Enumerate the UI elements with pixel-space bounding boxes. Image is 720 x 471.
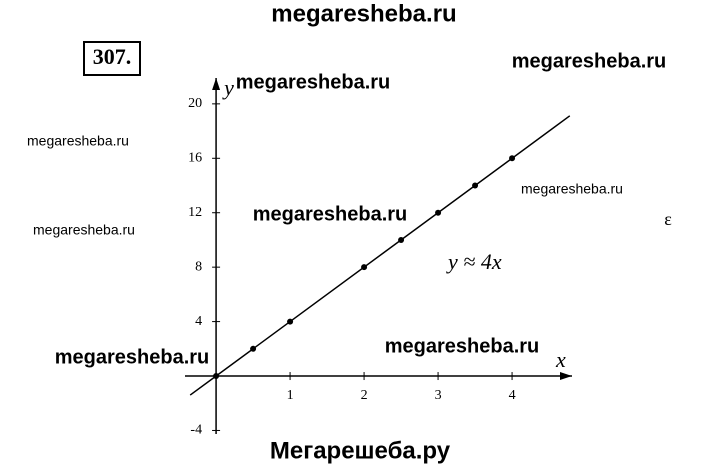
y-tick-label: 16 [188,151,202,166]
watermark: megaresheba.ru [55,346,210,368]
watermark: megaresheba.ru [236,71,391,93]
watermark: megaresheba.ru [271,0,456,27]
data-point [398,236,405,243]
number-box [83,41,141,76]
x-arrow [560,372,572,381]
y-arrow [212,78,221,90]
watermark: Мегарешеба.ру [270,437,451,464]
problem-number: 307. [93,44,132,69]
annotation: y ≈ 4x [446,249,502,274]
data-point [250,345,257,352]
y-axis-label: y [222,75,234,100]
x-tick-label: 1 [287,388,294,403]
y-tick-label: 4 [195,314,202,329]
data-point [472,182,479,189]
watermark: megaresheba.ru [512,50,667,72]
x-tick-label: 4 [509,388,516,403]
data-point [213,373,220,380]
x-axis-label: x [555,347,566,372]
margin-mark: ε [664,209,672,229]
watermark: megaresheba.ru [521,181,623,197]
data-point [287,318,294,325]
y-tick-label: 8 [195,259,202,274]
y-tick-label: 12 [188,205,202,220]
watermark: megaresheba.ru [253,203,408,225]
data-point [435,209,442,216]
watermark: megaresheba.ru [33,222,135,238]
y-tick-label: -4 [190,423,202,438]
x-tick-label: 2 [361,388,368,403]
x-tick-label: 3 [435,388,442,403]
watermark: megaresheba.ru [385,335,540,357]
y-tick-label: 20 [188,96,202,111]
data-point [509,155,516,162]
data-point [361,264,368,271]
watermark: megaresheba.ru [27,133,129,149]
